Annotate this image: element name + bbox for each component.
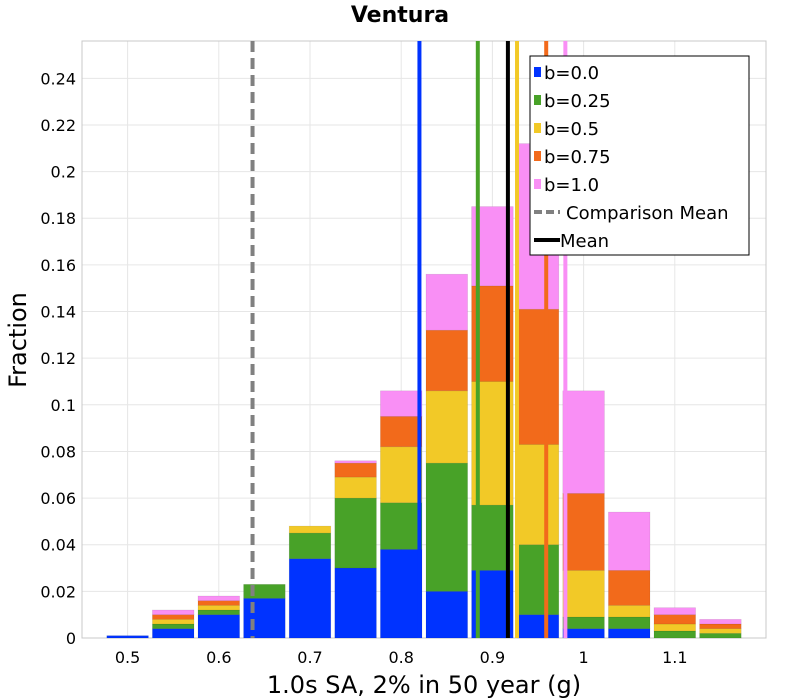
legend-swatch bbox=[534, 179, 541, 189]
y-tick-label: 0.06 bbox=[40, 489, 76, 508]
bar-segment bbox=[425, 329, 468, 392]
bar-segment bbox=[288, 532, 332, 560]
bar-segment bbox=[106, 635, 149, 639]
bar-segment bbox=[152, 628, 195, 639]
bar-segment bbox=[562, 570, 605, 618]
bar-segment bbox=[516, 444, 560, 546]
x-tick-label: 0.9 bbox=[480, 648, 505, 667]
bar-segment bbox=[243, 598, 286, 639]
mean-lines bbox=[250, 41, 568, 638]
bar-segment bbox=[653, 623, 696, 632]
plot-area bbox=[81, 40, 767, 639]
bar-segment bbox=[288, 558, 332, 639]
bar-segment bbox=[334, 497, 377, 569]
x-tick-label: 0.7 bbox=[297, 648, 322, 667]
bar-segment bbox=[562, 390, 605, 494]
bar-segment bbox=[380, 416, 423, 448]
bar-segment bbox=[608, 628, 651, 639]
bar-segment bbox=[699, 619, 742, 625]
bar-segment bbox=[380, 502, 423, 550]
y-tick-label: 0.22 bbox=[40, 116, 76, 135]
bar-segment bbox=[152, 609, 195, 615]
bar-segment bbox=[334, 567, 377, 639]
bar-segment bbox=[562, 616, 605, 629]
bar-segment bbox=[380, 549, 423, 639]
bar-segment bbox=[197, 595, 240, 601]
bar-segment bbox=[334, 476, 377, 499]
x-tick-label: 0.5 bbox=[115, 648, 140, 667]
legend-label: b=1.0 bbox=[544, 175, 599, 196]
legend-swatch bbox=[534, 67, 541, 77]
legend-swatch bbox=[534, 123, 541, 133]
y-tick-label: 0.14 bbox=[40, 303, 76, 322]
bar-segment bbox=[653, 614, 696, 625]
bar-segment bbox=[334, 462, 377, 478]
x-tick-label: 1 bbox=[579, 648, 589, 667]
bar-segment bbox=[425, 390, 468, 464]
y-tick-label: 0.12 bbox=[40, 349, 76, 368]
bar-segment bbox=[699, 628, 742, 634]
x-tick-label: 1.1 bbox=[662, 648, 687, 667]
legend: b=0.0 b=0.25 b=0.5 b=0.75 b=1.0 Comparison Me… bbox=[529, 55, 750, 256]
legend-label: b=0.25 bbox=[544, 91, 611, 112]
y-tick-label: 0.08 bbox=[40, 442, 76, 461]
y-tick-label: 0 bbox=[66, 629, 76, 648]
bar-segment bbox=[334, 460, 377, 464]
bar-segment bbox=[653, 630, 696, 639]
x-tick-label: 0.8 bbox=[388, 648, 413, 667]
bar-segment bbox=[197, 614, 240, 639]
chart-title: Ventura bbox=[351, 3, 449, 28]
y-tick-label: 0.02 bbox=[40, 582, 76, 601]
bar-segment bbox=[699, 623, 742, 629]
bar-segment bbox=[380, 390, 423, 417]
bar-segment bbox=[653, 607, 696, 615]
bar-segment bbox=[608, 616, 651, 629]
bar-segment bbox=[608, 605, 651, 618]
legend-swatch bbox=[534, 95, 541, 105]
y-tick-label: 0.1 bbox=[51, 396, 76, 415]
legend-box bbox=[529, 55, 750, 256]
bar-segment bbox=[425, 462, 468, 592]
bar-segment bbox=[516, 614, 560, 639]
y-tick-label: 0.2 bbox=[51, 163, 76, 182]
bar-segment bbox=[152, 619, 195, 625]
bar-segment bbox=[152, 623, 195, 629]
bar-segment bbox=[608, 570, 651, 606]
legend-label: b=0.5 bbox=[544, 119, 599, 140]
bar-segment bbox=[425, 273, 468, 331]
x-axis-ticks: 0.5 0.6 0.7 0.8 0.9 1 1.1 bbox=[115, 648, 688, 667]
y-axis-ticks: 0 0.02 0.04 0.06 0.08 0.1 0.12 0.14 0.16 0.18 0.2 0… bbox=[40, 69, 76, 648]
y-axis-label: Fraction bbox=[4, 292, 32, 388]
bar-segment bbox=[197, 605, 240, 611]
bar-segment bbox=[288, 525, 332, 534]
legend-label: Comparison Mean bbox=[566, 203, 729, 224]
legend-label: b=0.75 bbox=[544, 147, 611, 168]
bar-segment bbox=[425, 591, 468, 639]
legend-swatch bbox=[534, 151, 541, 161]
legend-label: Mean bbox=[560, 231, 609, 252]
x-tick-label: 0.6 bbox=[206, 648, 231, 667]
bar-segment bbox=[197, 600, 240, 606]
y-tick-label: 0.18 bbox=[40, 209, 76, 228]
bar-segment bbox=[197, 609, 240, 615]
legend-label: b=0.0 bbox=[544, 63, 599, 84]
bar-segment bbox=[562, 628, 605, 639]
bar-segment bbox=[516, 308, 560, 445]
y-tick-label: 0.24 bbox=[40, 69, 76, 88]
bar-segment bbox=[608, 511, 651, 571]
y-tick-label: 0.16 bbox=[40, 256, 76, 275]
bar-segment bbox=[699, 633, 742, 639]
bar-segment bbox=[380, 446, 423, 504]
bar-segment bbox=[516, 544, 560, 615]
bar-segment bbox=[562, 493, 605, 571]
x-axis-label: 1.0s SA, 2% in 50 year (g) bbox=[267, 671, 581, 699]
y-tick-label: 0.04 bbox=[40, 536, 76, 555]
bar-segment bbox=[152, 614, 195, 620]
bar-segment bbox=[243, 584, 286, 599]
